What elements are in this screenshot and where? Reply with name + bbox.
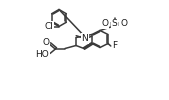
Text: O: O — [101, 20, 108, 28]
Text: O: O — [42, 38, 49, 47]
Text: F: F — [112, 42, 117, 50]
Text: HO: HO — [35, 50, 49, 59]
Text: Cl: Cl — [45, 22, 54, 31]
Text: S: S — [112, 20, 117, 28]
Text: N: N — [82, 34, 88, 43]
Text: O: O — [121, 20, 128, 28]
